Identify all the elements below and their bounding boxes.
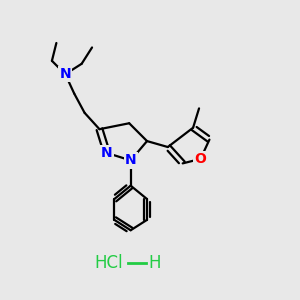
Text: N: N — [125, 153, 136, 167]
Text: N: N — [59, 67, 71, 81]
Text: N: N — [101, 146, 113, 160]
Text: O: O — [195, 152, 206, 166]
Text: HCl: HCl — [94, 254, 123, 272]
Text: H: H — [148, 254, 161, 272]
